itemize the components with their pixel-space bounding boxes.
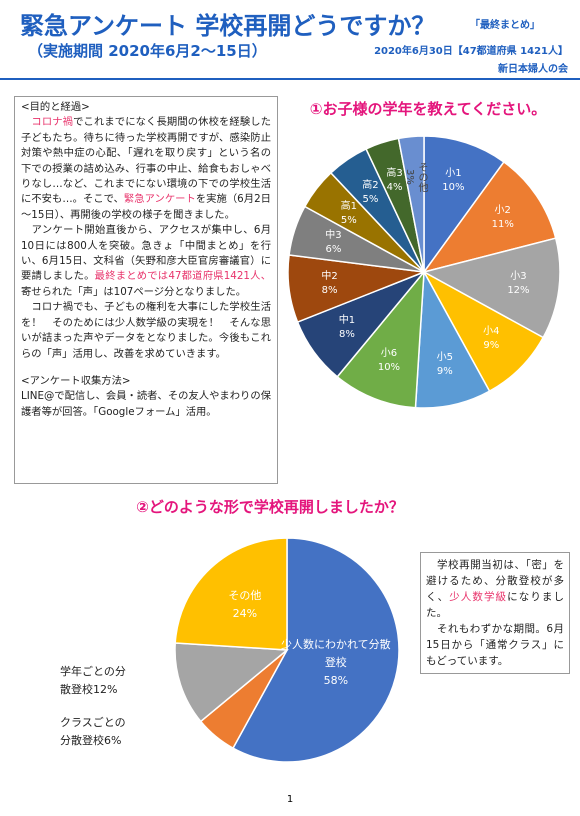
slice-label: その他 24% (190, 587, 300, 623)
slice-label: クラスごとの分散登校6% (60, 714, 130, 750)
text-run: 学校再開当初は、「密」を避けるため、分散登校が多く、 (426, 559, 564, 603)
slice-value: 10% (442, 182, 465, 194)
slice-value: 6% (104, 734, 122, 748)
slice-label: 中3 6% (325, 229, 341, 257)
slice-name: 小6 (380, 347, 398, 359)
slice-label: 小3 12% (507, 270, 529, 298)
slice-value: 12% (507, 284, 530, 296)
period: （実施期間 2020年6月2～15日） (28, 42, 267, 60)
page-number: 1 (286, 794, 294, 805)
paragraph: 学校再開当初は、「密」を避けるため、分散登校が多く、少人数学級になりました。 (426, 557, 564, 621)
slice-label: 高2 5% (362, 179, 378, 207)
text-run: 最終まとめでは47都道府県1421人、 (94, 270, 272, 283)
slice-name: 中1 (338, 314, 356, 326)
slice-name: 高2 (362, 180, 379, 192)
paragraph: コロナ禍でこれまでになく長期間の休校を経験した子どもたち。待ちに待った学校再開で… (21, 115, 271, 223)
slice-label: 小6 10% (378, 347, 400, 375)
slice-name: 少人数にわかれて分散登校 (280, 637, 391, 669)
slice-label: 高1 5% (341, 200, 357, 228)
text-run: 寄せられた「声」は107ページ分となりました。 (21, 285, 247, 298)
slice-value: 9% (483, 340, 500, 352)
slice-value: 12% (93, 682, 118, 696)
slice-label: 小2 11% (492, 204, 514, 232)
slice-name: 小5 (436, 351, 453, 363)
text-run: アンケート開始直後から、アクセスが集中し、6月10日には800人を突破。急きょ「… (21, 224, 271, 283)
organization: 新日本婦人の会 (498, 64, 568, 75)
slice-value: 5% (362, 194, 379, 206)
slice-name: 小3 (510, 270, 527, 282)
chart-title: ①お子様の学年を教えてください。 (309, 100, 547, 118)
pie-slice (421, 237, 561, 339)
slice-label: 小5 9% (437, 351, 453, 379)
pie-slice (174, 642, 289, 723)
slice-value: 9% (436, 365, 453, 377)
pie-slice (422, 160, 557, 274)
paragraph: それもわずかな期間。6月15日から「通常クラス」にもどっています。 (426, 621, 564, 669)
date: 2020年6月30日【47都道府県 1421人】 (374, 46, 568, 57)
slice-label: 小4 9% (483, 325, 499, 353)
pie-slice (336, 269, 425, 409)
text-run: を実施（6月2日～15日）、再開後の学校の様子を聞きました。 (21, 193, 271, 221)
text-run: 少人数学級 (449, 591, 508, 603)
paragraph: アンケート開始直後から、アクセスが集中し、6月10日には800人を突破。急きょ「… (21, 223, 271, 300)
slice-label: その他 3% (403, 162, 427, 192)
pie-slice (423, 135, 505, 275)
slice-label: 学年ごとの分散登校12% (60, 663, 130, 699)
text-run: それもわずかな期間。6月15日から「通常クラス」にもどっています。 (426, 623, 564, 667)
slice-label: 少人数にわかれて分散登校 58% (281, 636, 391, 690)
slice-name: クラスごとの分散登校 (60, 716, 126, 748)
title-note: 「最終まとめ」 (470, 20, 540, 31)
intro-heading: <目的と経過> (21, 101, 90, 113)
pie-slice (174, 537, 288, 651)
slice-value: 58% (323, 673, 349, 687)
slice-value: 5% (340, 214, 357, 226)
note-box: 学校再開当初は、「密」を避けるため、分散登校が多く、少人数学級になりました。 そ… (420, 552, 570, 674)
pie-slice (397, 135, 425, 273)
header-rule (0, 78, 580, 80)
slice-value: 8% (321, 284, 338, 296)
slice-label: 中2 8% (321, 270, 337, 298)
slice-value: 10% (377, 361, 401, 373)
slice-name: 小4 (483, 326, 500, 338)
slice-name: 学年ごとの分散登校 (60, 664, 126, 696)
method-text: LINE@で配信し、会員・読者、その友人やまわりの保護者等が回答。「Google… (21, 390, 271, 418)
slice-name: 中2 (321, 270, 338, 282)
pie-slice (232, 537, 400, 763)
slice-value: 8% (339, 328, 355, 340)
slice-value: 6% (325, 243, 342, 255)
method-heading: <アンケート収集方法> (21, 374, 131, 387)
text-run: コロナ禍でも、子どもの権利を大事にした学校生活を！ そのためには少人数学級の実現… (21, 301, 271, 360)
slice-name: 小1 (445, 168, 462, 180)
chart-title: ②どのような形で学校再開しましたか？ (136, 498, 404, 516)
paragraph: コロナ禍でも、子どもの権利を大事にした学校生活を！ そのためには少人数学級の実現… (21, 300, 271, 362)
slice-name: 小2 (494, 205, 511, 217)
text-run: コロナ禍 (31, 116, 74, 129)
text-run: でこれまでになく長期間の休校を経験した子どもたち。待ちに待った学校再開ですが、感… (21, 116, 271, 206)
slice-label: 中1 8% (339, 314, 355, 342)
slice-name: その他 (416, 162, 428, 193)
slice-name: 中3 (325, 229, 342, 241)
slice-name: 高3 (386, 168, 403, 180)
slice-value: 4% (386, 182, 403, 194)
slice-name: その他 (228, 589, 262, 603)
title: 緊急アンケート 学校再開どうですか？ (20, 12, 436, 40)
slice-value: 11% (491, 219, 514, 231)
slice-value: 24% (232, 607, 258, 621)
slice-label: 高3 4% (386, 167, 402, 195)
slice-value: 3% (404, 169, 416, 186)
intro-body: コロナ禍でこれまでになく長期間の休校を経験した子どもたち。待ちに待った学校再開で… (21, 115, 271, 362)
intro-box: <目的と経過> コロナ禍でこれまでになく長期間の休校を経験した子どもたち。待ちに… (14, 96, 278, 484)
slice-name: 高1 (340, 200, 357, 212)
slice-label: 小1 10% (442, 167, 464, 195)
text-run: 緊急アンケート (123, 193, 196, 206)
text-run: になりました。 (426, 591, 565, 619)
